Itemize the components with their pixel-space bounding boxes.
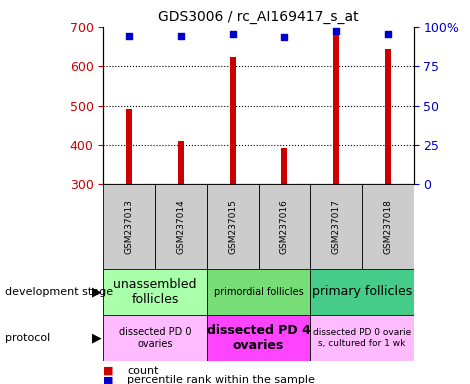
Bar — [207, 269, 310, 315]
Text: ■: ■ — [103, 366, 114, 376]
Bar — [258, 184, 310, 269]
Bar — [310, 184, 362, 269]
Bar — [178, 141, 184, 184]
Text: GSM237013: GSM237013 — [125, 199, 134, 254]
Text: ▶: ▶ — [92, 331, 101, 344]
Title: GDS3006 / rc_AI169417_s_at: GDS3006 / rc_AI169417_s_at — [158, 10, 359, 25]
Point — [384, 31, 392, 37]
Point — [281, 34, 288, 40]
Text: GSM237018: GSM237018 — [383, 199, 392, 254]
Bar — [103, 269, 207, 315]
Point — [332, 28, 340, 34]
Bar — [333, 35, 339, 184]
Text: percentile rank within the sample: percentile rank within the sample — [127, 375, 315, 384]
Text: unassembled
follicles: unassembled follicles — [113, 278, 197, 306]
Bar — [310, 269, 414, 315]
Bar — [362, 184, 414, 269]
Point — [177, 33, 185, 40]
Bar — [207, 315, 310, 361]
Text: dissected PD 0
ovaries: dissected PD 0 ovaries — [119, 327, 191, 349]
Text: development stage: development stage — [5, 287, 113, 297]
Text: primary follicles: primary follicles — [312, 285, 412, 298]
Bar — [155, 184, 207, 269]
Bar — [207, 184, 258, 269]
Text: dissected PD 0 ovarie
s, cultured for 1 wk: dissected PD 0 ovarie s, cultured for 1 … — [313, 328, 411, 348]
Text: GSM237014: GSM237014 — [176, 199, 186, 254]
Bar — [126, 109, 133, 184]
Text: ▶: ▶ — [92, 285, 101, 298]
Text: dissected PD 4
ovaries: dissected PD 4 ovaries — [207, 324, 310, 352]
Text: GSM237015: GSM237015 — [228, 199, 237, 254]
Text: protocol: protocol — [5, 333, 50, 343]
Text: ■: ■ — [103, 375, 114, 384]
Bar — [281, 148, 288, 184]
Bar — [229, 57, 236, 184]
Bar — [103, 184, 155, 269]
Text: GSM237016: GSM237016 — [280, 199, 289, 254]
Bar — [103, 315, 207, 361]
Text: GSM237017: GSM237017 — [331, 199, 341, 254]
Text: count: count — [127, 366, 158, 376]
Text: primordial follicles: primordial follicles — [214, 287, 303, 297]
Bar — [310, 315, 414, 361]
Bar — [384, 49, 391, 184]
Point — [229, 31, 236, 37]
Point — [125, 33, 133, 39]
